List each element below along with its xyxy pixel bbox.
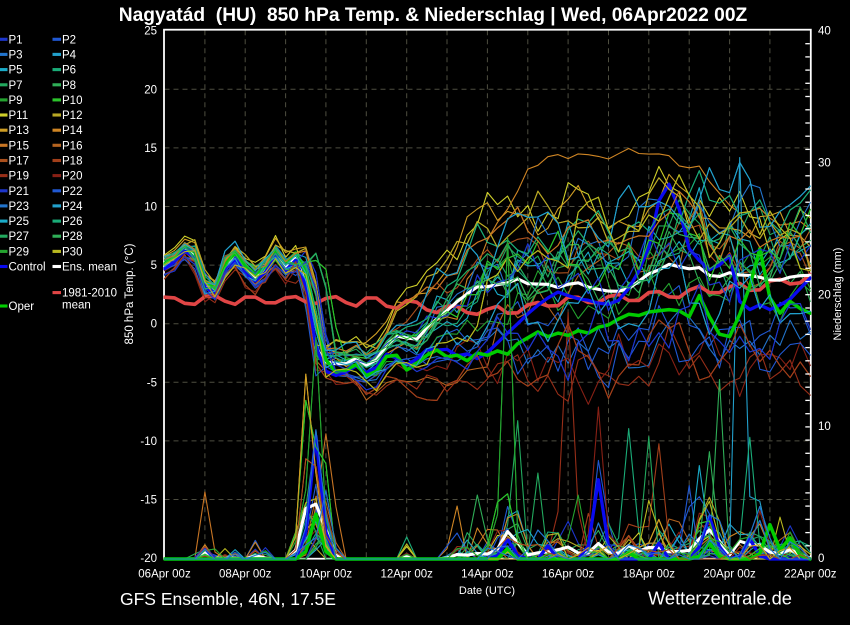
svg-text:40: 40 <box>818 26 831 38</box>
svg-text:P23: P23 <box>9 201 29 213</box>
svg-text:P6: P6 <box>62 65 76 77</box>
svg-text:Nagyatád (HU) 850 hPa Temp.: Nagyatád (HU) 850 hPa Temp. & Niederschl… <box>119 5 748 26</box>
svg-text:10: 10 <box>818 421 831 433</box>
svg-text:P16: P16 <box>62 140 82 152</box>
svg-text:30: 30 <box>818 157 831 169</box>
svg-text:850 hPa Temp. (°C): 850 hPa Temp. (°C) <box>124 243 136 344</box>
svg-text:Ens. mean: Ens. mean <box>62 262 117 274</box>
svg-text:P29: P29 <box>9 246 29 258</box>
svg-text:P4: P4 <box>62 49 77 61</box>
svg-text:P7: P7 <box>9 80 23 92</box>
svg-text:10Apr 00z: 10Apr 00z <box>300 569 353 581</box>
svg-text:P30: P30 <box>62 246 82 258</box>
svg-text:P21: P21 <box>9 186 29 198</box>
svg-text:06Apr 00z: 06Apr 00z <box>138 569 191 581</box>
svg-text:P1: P1 <box>9 34 23 46</box>
svg-text:P26: P26 <box>62 216 82 228</box>
svg-text:P14: P14 <box>62 125 83 137</box>
svg-text:P10: P10 <box>62 95 82 107</box>
svg-text:P24: P24 <box>62 201 83 213</box>
svg-text:10: 10 <box>144 202 157 214</box>
svg-text:16Apr 00z: 16Apr 00z <box>542 569 595 581</box>
svg-text:-5: -5 <box>147 377 157 389</box>
svg-text:20: 20 <box>144 84 157 96</box>
svg-text:P8: P8 <box>62 80 76 92</box>
svg-text:mean: mean <box>62 300 91 312</box>
svg-text:P19: P19 <box>9 171 29 183</box>
svg-text:Niederschlag (mm): Niederschlag (mm) <box>832 248 844 341</box>
svg-text:P3: P3 <box>9 49 23 61</box>
svg-text:15: 15 <box>144 143 157 155</box>
svg-text:P12: P12 <box>62 110 82 122</box>
svg-text:P27: P27 <box>9 231 29 243</box>
svg-text:P9: P9 <box>9 95 23 107</box>
svg-text:-20: -20 <box>140 553 157 565</box>
svg-text:P17: P17 <box>9 156 29 168</box>
svg-text:12Apr 00z: 12Apr 00z <box>380 569 433 581</box>
svg-text:-10: -10 <box>140 436 157 448</box>
svg-text:-15: -15 <box>140 495 157 507</box>
svg-text:P15: P15 <box>9 140 29 152</box>
svg-text:GFS Ensemble, 46N, 17.5E: GFS Ensemble, 46N, 17.5E <box>120 589 336 609</box>
svg-text:P22: P22 <box>62 186 82 198</box>
svg-text:0: 0 <box>151 319 157 331</box>
svg-text:1981-2010: 1981-2010 <box>62 288 117 300</box>
svg-text:P18: P18 <box>62 156 82 168</box>
svg-text:0: 0 <box>818 553 824 565</box>
svg-text:Oper: Oper <box>9 301 35 313</box>
svg-text:P13: P13 <box>9 125 29 137</box>
svg-text:P20: P20 <box>62 171 82 183</box>
svg-text:P5: P5 <box>9 65 23 77</box>
svg-text:P11: P11 <box>9 110 29 122</box>
svg-text:25: 25 <box>144 26 157 38</box>
svg-text:Date (UTC): Date (UTC) <box>459 585 515 597</box>
svg-text:18Apr 00z: 18Apr 00z <box>623 569 676 581</box>
svg-text:P2: P2 <box>62 34 76 46</box>
svg-text:20: 20 <box>818 289 831 301</box>
svg-text:5: 5 <box>151 260 157 272</box>
svg-text:Wetterzentrale.de: Wetterzentrale.de <box>648 588 792 609</box>
svg-text:08Apr 00z: 08Apr 00z <box>219 569 272 581</box>
svg-text:22Apr 00z: 22Apr 00z <box>784 569 837 581</box>
svg-text:14Apr 00z: 14Apr 00z <box>461 569 514 581</box>
svg-text:Control: Control <box>9 262 46 274</box>
svg-text:20Apr 00z: 20Apr 00z <box>703 569 756 581</box>
svg-text:P25: P25 <box>9 216 29 228</box>
svg-text:P28: P28 <box>62 231 82 243</box>
